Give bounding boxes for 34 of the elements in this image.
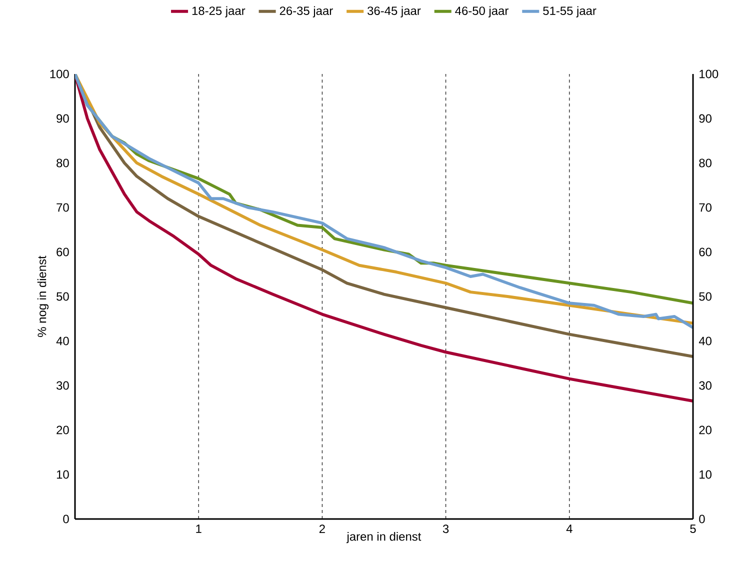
x-tick-label: 2 [319,524,325,533]
y-tick-label: 20 [56,426,69,434]
y-tick-label: 50 [56,292,69,301]
y2-tick-label: 40 [698,336,712,346]
y-tick-label: 90 [56,114,69,123]
legend-label: 46-50 jaar [455,6,508,18]
y2-tick-label: 30 [699,381,712,390]
y-tick-label: 80 [56,158,69,168]
x-tick-label: 1 [196,524,202,533]
y-tick-label: 60 [56,248,69,256]
y2-tick-label: 70 [699,203,712,212]
y-tick-label: 0 [63,514,69,524]
y2-tick-label: 0 [699,514,705,524]
legend-label: 36-45 jaar [368,6,421,18]
legend-label: 26-35 jaar [280,6,333,18]
y-tick-label: 100 [50,70,69,78]
y-tick-label: 10 [56,470,69,479]
y-axis-title: % nog in dienst [37,256,49,337]
y2-tick-label: 10 [700,470,712,479]
x-tick-label: 3 [442,524,449,534]
legend-label: 18-25 jaar [192,6,246,18]
y2-tick-label: 100 [700,70,718,78]
x-tick-label: 4 [566,524,572,533]
y2-tick-label: 90 [699,114,712,123]
y2-tick-label: 80 [699,158,712,168]
y2-tick-label: 20 [699,426,712,434]
y-tick-label: 70 [56,203,69,212]
legend-label: 51-55 jaar [543,6,596,18]
y2-tick-label: 60 [699,248,712,256]
y-tick-label: 30 [56,381,69,390]
x-tick-label: 5 [690,524,696,533]
y-tick-label: 40 [56,336,69,346]
x-axis-title: jaren in dienst [346,532,422,544]
y2-tick-label: 50 [699,292,712,301]
